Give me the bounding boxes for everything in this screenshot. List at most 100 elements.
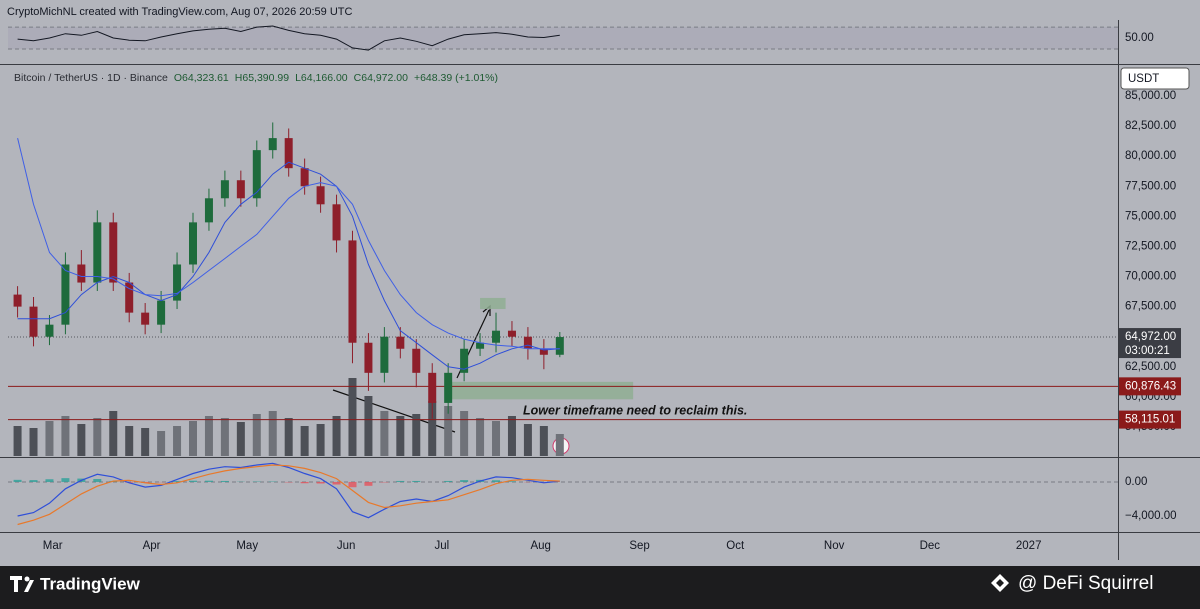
volume-bar bbox=[507, 416, 516, 456]
legend-value: L64,166.00 bbox=[295, 72, 348, 84]
zone bbox=[451, 381, 634, 400]
watermark: @ DeFi Squirrel bbox=[1018, 573, 1153, 594]
x-tick-label: Oct bbox=[726, 540, 745, 552]
last-price-box bbox=[1119, 328, 1181, 359]
candle-body bbox=[380, 336, 389, 373]
legend-value: H65,390.99 bbox=[235, 72, 289, 84]
zone bbox=[480, 297, 506, 310]
y-tick-label: 82,500.00 bbox=[1125, 120, 1176, 132]
band bbox=[8, 27, 1118, 49]
volume-bar bbox=[109, 411, 118, 456]
volume-bar bbox=[444, 406, 453, 456]
histogram-bar bbox=[45, 479, 54, 482]
histogram-bar bbox=[173, 481, 182, 482]
candle-body bbox=[460, 348, 469, 373]
histogram-bar bbox=[13, 479, 22, 482]
candle-body bbox=[236, 180, 245, 199]
y-tick-label: 80,000.00 bbox=[1125, 150, 1176, 162]
histogram-bar bbox=[332, 481, 341, 485]
histogram-bar bbox=[492, 480, 501, 482]
candle-body bbox=[109, 222, 118, 283]
x-tick-label: Jun bbox=[337, 540, 356, 552]
level-box bbox=[1119, 377, 1181, 396]
volume-bar bbox=[348, 378, 357, 456]
histogram-bar bbox=[460, 480, 469, 482]
histogram-bar bbox=[61, 478, 70, 482]
logo-shape bbox=[24, 576, 30, 582]
last-price-label: 64,972.00 bbox=[1125, 331, 1176, 343]
macd-line bbox=[17, 462, 560, 519]
currency: USDT bbox=[1128, 73, 1159, 85]
line bbox=[17, 25, 560, 51]
volume-bar bbox=[77, 424, 86, 456]
x-tick-label: 2027 bbox=[1016, 540, 1042, 552]
legend: Bitcoin / TetherUS · 1D · Binance O64,323… bbox=[14, 72, 498, 84]
candle-body bbox=[364, 342, 373, 373]
volume-bar bbox=[396, 416, 405, 456]
histogram-bar bbox=[204, 480, 213, 482]
histogram-bar bbox=[507, 481, 516, 482]
volume-bar bbox=[252, 414, 261, 456]
brand: TradingView bbox=[40, 574, 141, 593]
volume-bar bbox=[492, 421, 501, 456]
y-tick-label: 50.00 bbox=[1125, 32, 1154, 44]
candle-body bbox=[284, 138, 293, 169]
candle-body bbox=[45, 324, 54, 337]
volume-bar bbox=[141, 428, 150, 456]
x-tick-label: Dec bbox=[920, 540, 941, 552]
candle-body bbox=[204, 198, 213, 223]
histogram-bar bbox=[396, 480, 405, 482]
candle-body bbox=[348, 240, 357, 343]
volume-bar bbox=[428, 401, 437, 456]
volume-bar bbox=[29, 428, 38, 456]
volume-bar bbox=[157, 431, 166, 456]
y-tick-label: 62,500.00 bbox=[1125, 361, 1176, 373]
candle-body bbox=[268, 138, 277, 151]
candle-body bbox=[189, 222, 197, 265]
x-tick-label: Mar bbox=[43, 540, 63, 552]
legend-value: C64,972.00 bbox=[354, 72, 408, 84]
brand-logo bbox=[10, 576, 34, 592]
y-tick-label: 0.00 bbox=[1125, 476, 1147, 488]
candle-body bbox=[61, 264, 70, 325]
x-tick-label: May bbox=[236, 540, 258, 552]
x-tick-label: Jul bbox=[434, 540, 449, 552]
candle-body bbox=[125, 282, 134, 313]
y-tick-label: 72,500.00 bbox=[1125, 240, 1176, 252]
histogram-bar bbox=[364, 481, 373, 486]
logo-shape bbox=[24, 580, 34, 592]
x-tick-label: Aug bbox=[530, 540, 550, 552]
volume-bar bbox=[93, 418, 102, 456]
level-label: 60,876.43 bbox=[1125, 380, 1176, 392]
histogram-bar bbox=[444, 480, 453, 482]
candle-body bbox=[428, 372, 437, 403]
volume-bar bbox=[380, 411, 389, 456]
volume-bar bbox=[61, 416, 70, 456]
candle-body bbox=[13, 294, 22, 307]
candle-body bbox=[539, 348, 548, 355]
legend-value: +648.39 (+1.01%) bbox=[414, 72, 498, 84]
volume-bar bbox=[204, 416, 213, 456]
candle-body bbox=[300, 168, 309, 187]
candle-body bbox=[492, 330, 501, 343]
y-tick-label: 77,500.00 bbox=[1125, 180, 1176, 192]
volume-bar bbox=[284, 418, 293, 456]
histogram-bar bbox=[316, 481, 325, 484]
candle-body bbox=[444, 372, 453, 403]
volume-bar bbox=[268, 411, 277, 456]
volume-bar bbox=[125, 426, 134, 456]
volume-bar bbox=[332, 416, 341, 456]
volume-bar bbox=[539, 426, 548, 456]
legend-title: Bitcoin / TetherUS · 1D · Binance bbox=[14, 72, 168, 84]
histogram-bar bbox=[189, 480, 197, 482]
candle-body bbox=[396, 336, 405, 349]
candle-body bbox=[157, 300, 166, 325]
currency-box[interactable] bbox=[1120, 67, 1190, 90]
candle-body bbox=[507, 330, 516, 337]
countdown: 03:00:21 bbox=[1125, 345, 1170, 357]
volume-bar bbox=[13, 426, 22, 456]
histogram-bar bbox=[412, 480, 421, 482]
volume-bar bbox=[220, 418, 229, 456]
candle-body bbox=[476, 342, 485, 349]
